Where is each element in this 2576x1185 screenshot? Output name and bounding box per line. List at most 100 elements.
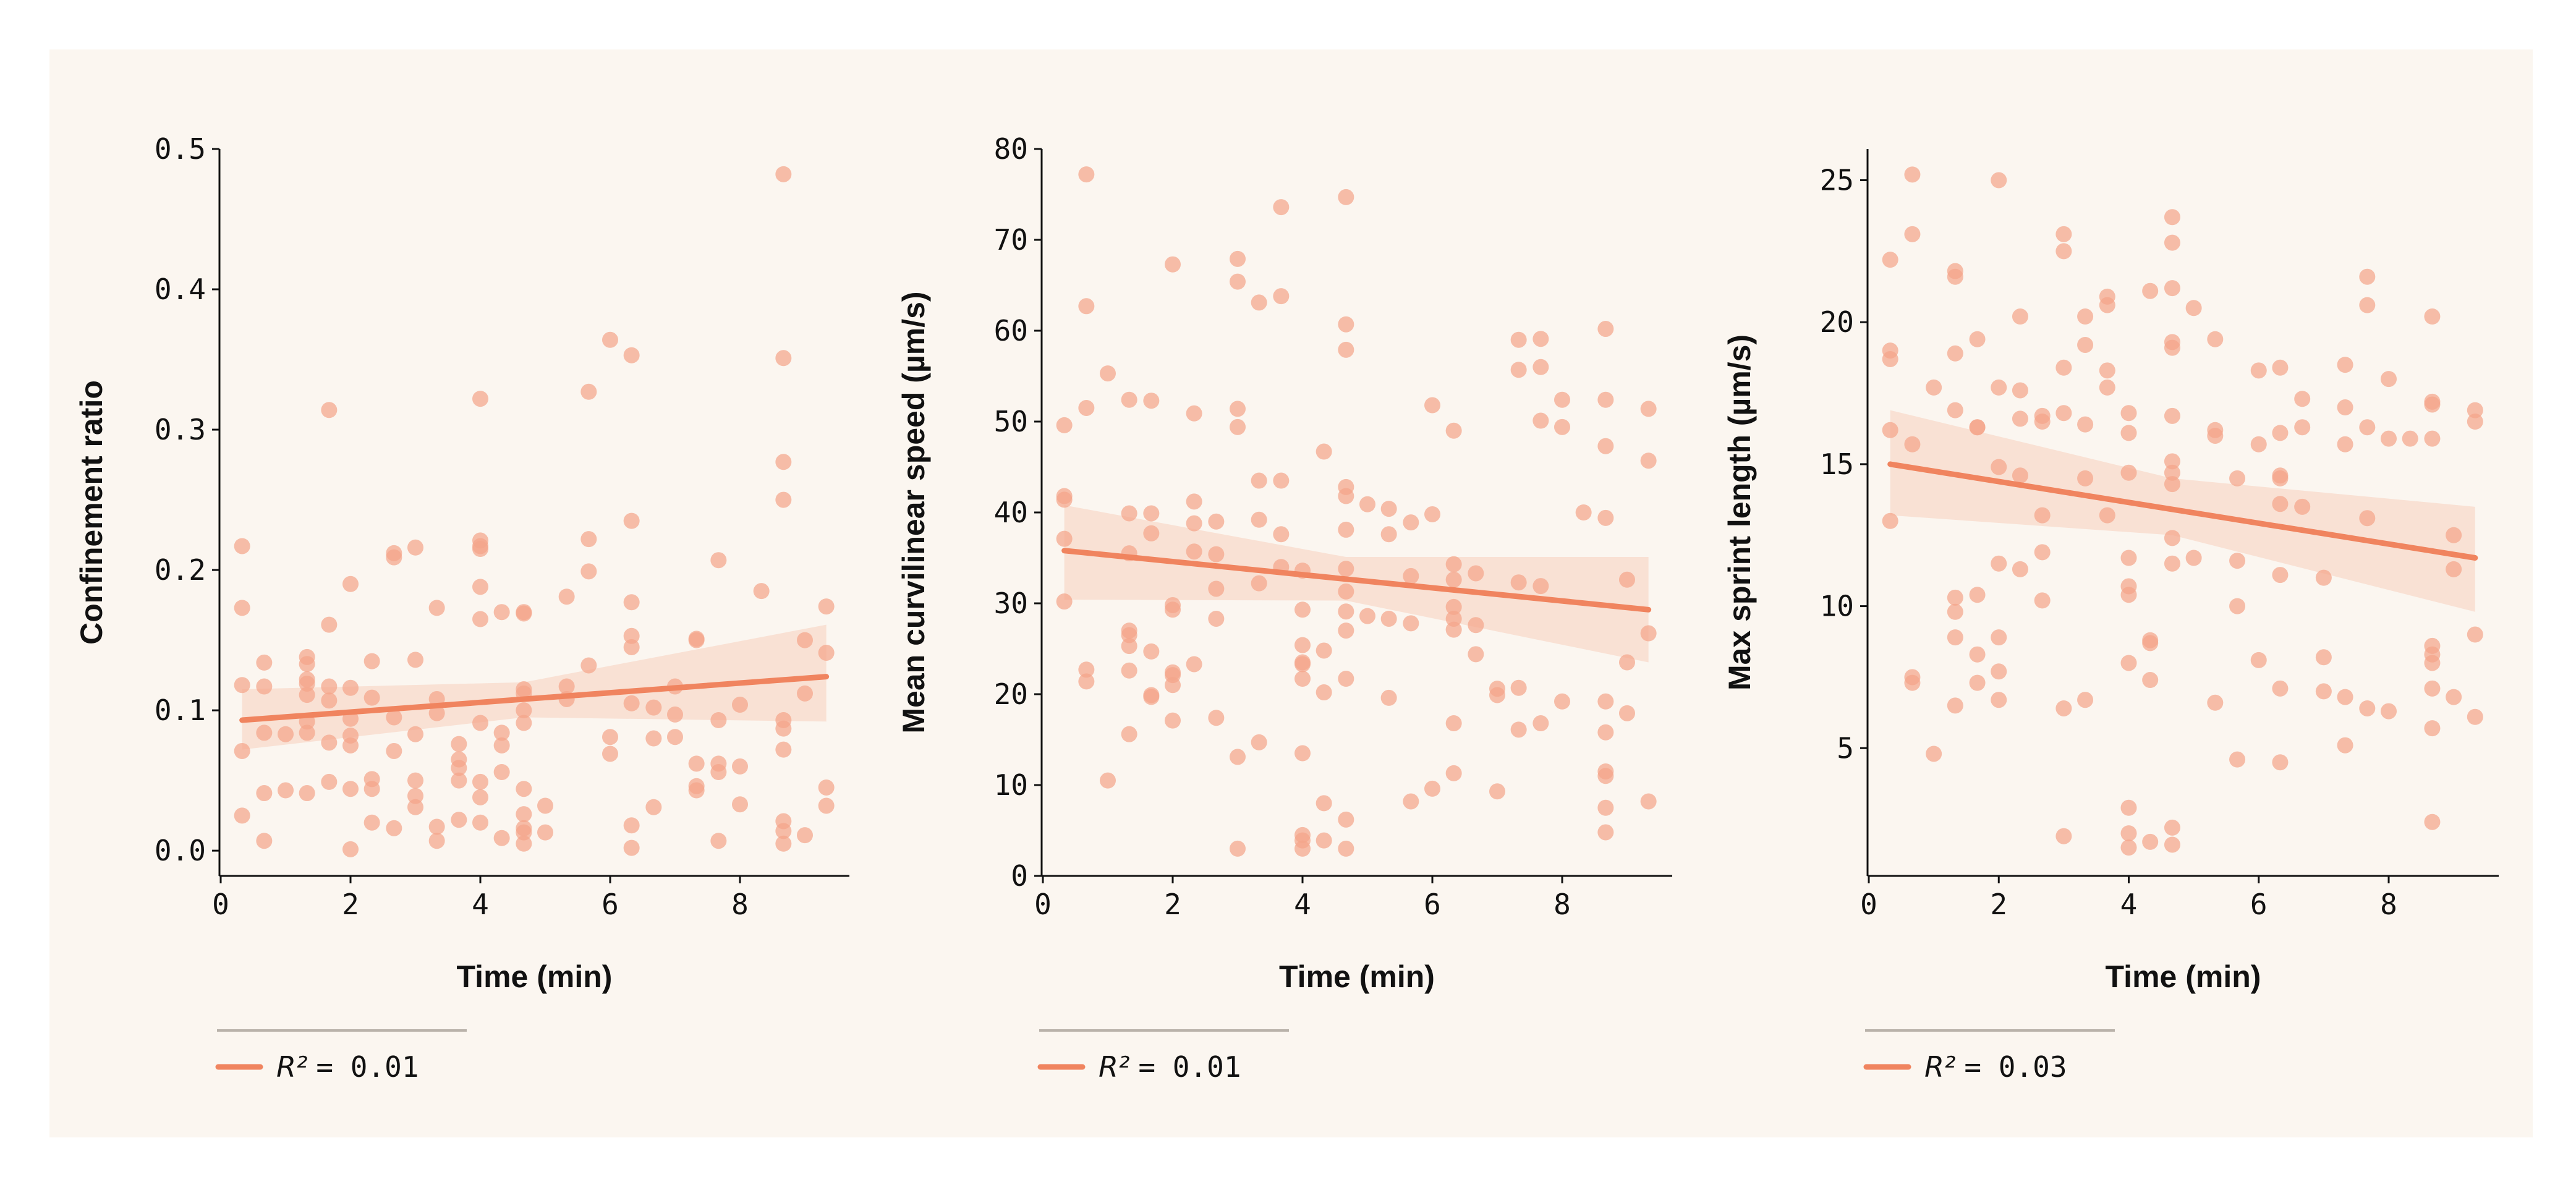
data-point: [1445, 598, 1462, 615]
data-point: [1294, 601, 1311, 618]
scatter-points: [1056, 166, 1657, 857]
data-point: [580, 383, 597, 400]
data-point: [2185, 550, 2202, 566]
data-point: [645, 730, 662, 747]
data-point: [1510, 721, 1527, 738]
data-point: [2381, 430, 2397, 447]
x-tick-label: 4: [2120, 888, 2138, 921]
data-point: [386, 549, 402, 566]
data-point: [710, 712, 727, 728]
data-point: [1273, 472, 1290, 489]
data-point: [1078, 298, 1095, 315]
y-axis-title: Mean curvilinear speed (µm/s): [896, 291, 931, 733]
data-point: [2099, 379, 2115, 396]
data-point: [623, 817, 640, 834]
data-point: [2055, 243, 2072, 260]
data-point: [1208, 580, 1225, 597]
y-axis-title: Max sprint length (µm/s): [1722, 334, 1757, 690]
y-tick-label: 80: [994, 132, 1028, 166]
data-point: [1121, 391, 1137, 408]
data-point: [1947, 402, 1963, 418]
data-point: [1532, 359, 1549, 375]
data-point: [342, 781, 359, 797]
data-point: [516, 781, 532, 797]
data-point: [1947, 589, 1963, 606]
data-point: [1597, 768, 1614, 784]
data-point: [407, 539, 423, 556]
data-point: [516, 835, 532, 852]
x-tick-label: 2: [1990, 888, 2007, 921]
data-point: [1338, 671, 1354, 687]
data-point: [775, 166, 792, 182]
data-point: [2055, 226, 2072, 242]
data-point: [2164, 453, 2180, 470]
data-point: [472, 789, 488, 805]
data-point: [2120, 825, 2137, 842]
data-point: [1597, 509, 1614, 526]
data-point: [1316, 642, 1332, 659]
data-point: [2315, 649, 2332, 666]
data-point: [2207, 694, 2224, 711]
data-point: [537, 824, 553, 841]
data-point: [2424, 655, 2441, 671]
data-point: [1380, 689, 1397, 706]
data-point: [1969, 674, 1986, 691]
data-point: [1186, 405, 1202, 422]
data-point: [710, 552, 727, 569]
data-point: [1294, 637, 1311, 653]
data-point: [1510, 574, 1527, 591]
data-point: [1338, 811, 1354, 828]
data-point: [256, 833, 273, 849]
data-point: [2294, 498, 2311, 515]
data-point: [1165, 677, 1181, 694]
data-point: [2381, 371, 2397, 388]
data-point: [2164, 476, 2180, 493]
y-tick-label: 25: [1820, 164, 1854, 197]
data-point: [1489, 687, 1505, 703]
data-point: [818, 797, 835, 814]
data-point: [234, 538, 250, 554]
data-point: [1121, 726, 1137, 742]
data-point: [2164, 555, 2180, 572]
data-point: [1947, 345, 1963, 362]
data-point: [1640, 401, 1657, 417]
data-point: [1230, 273, 1246, 290]
data-point: [1143, 689, 1160, 705]
data-point: [342, 841, 359, 857]
data-point: [2142, 282, 2159, 299]
data-point: [278, 726, 294, 742]
data-point: [451, 772, 467, 789]
data-point: [775, 741, 792, 758]
data-point: [1510, 331, 1527, 348]
data-point: [2120, 405, 2137, 422]
data-point: [472, 814, 488, 831]
data-point: [1294, 671, 1311, 687]
data-point: [2164, 819, 2180, 836]
legend-r-squared-value: = 0.01: [1138, 1050, 1241, 1084]
data-point: [2402, 430, 2418, 447]
data-point: [2164, 280, 2180, 297]
data-point: [472, 541, 488, 558]
data-point: [797, 827, 813, 844]
data-point: [1273, 199, 1290, 216]
data-point: [1969, 419, 1986, 436]
data-point: [2359, 297, 2376, 313]
data-point: [1165, 601, 1181, 618]
data-point: [321, 616, 338, 633]
data-point: [1316, 443, 1332, 460]
data-point: [2359, 700, 2376, 716]
data-point: [1208, 710, 1225, 726]
data-point: [2120, 839, 2137, 856]
data-point: [2337, 737, 2353, 754]
data-point: [1338, 840, 1354, 857]
data-point: [1424, 506, 1440, 522]
data-point: [537, 797, 553, 814]
data-point: [234, 742, 250, 759]
data-point: [299, 687, 315, 703]
data-point: [710, 764, 727, 780]
data-point: [1424, 780, 1440, 797]
data-point: [1597, 799, 1614, 816]
y-tick-label: 0.5: [155, 132, 206, 166]
data-point: [234, 677, 250, 694]
